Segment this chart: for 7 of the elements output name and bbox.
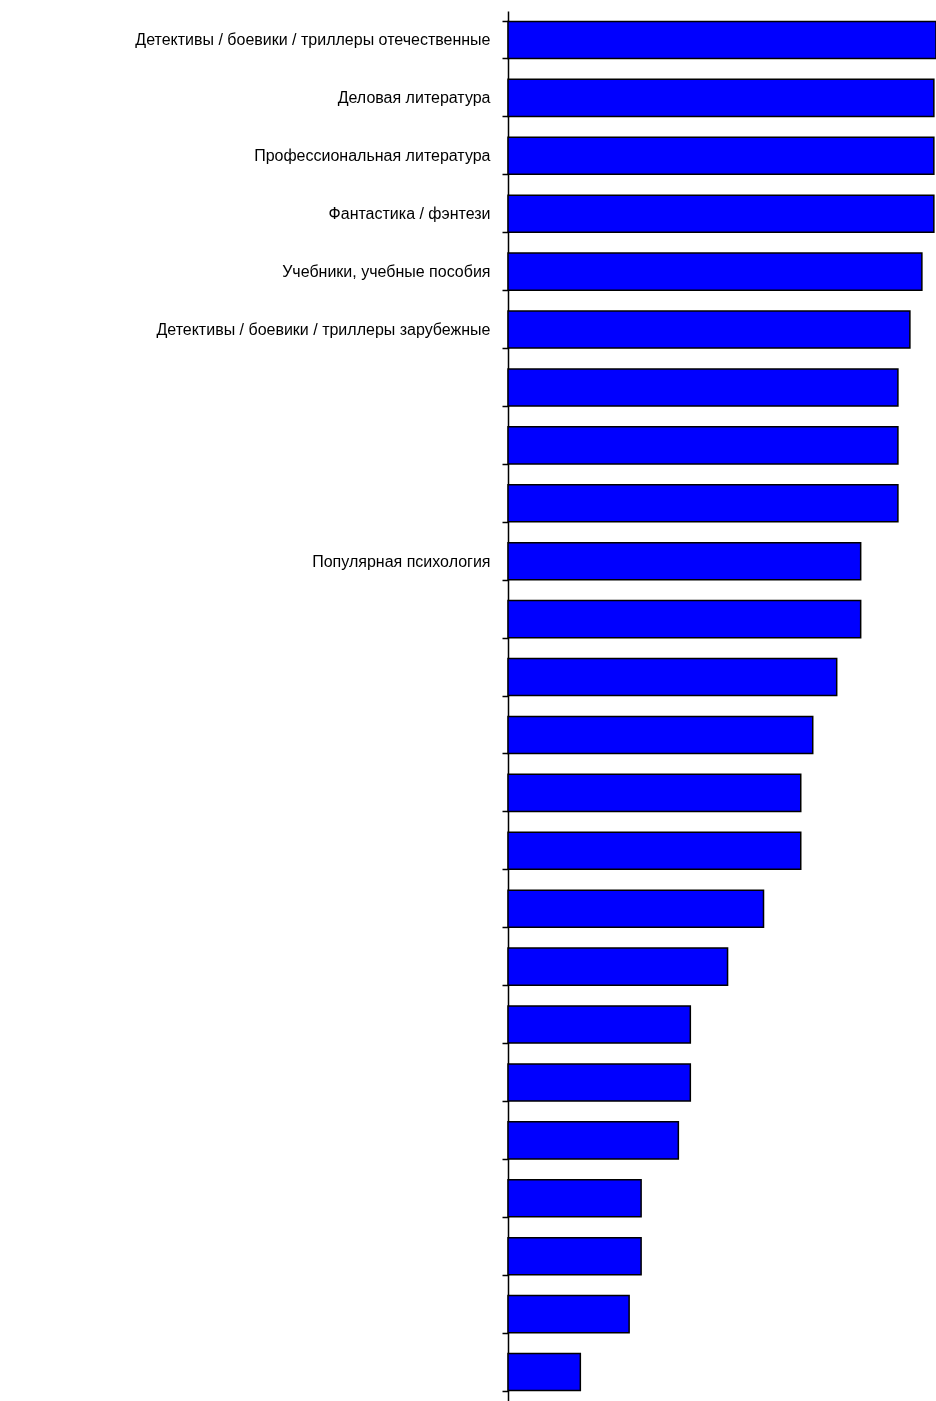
y-tick-label: Учебники, учебные пособия	[282, 263, 491, 281]
y-tick-label: Детективы / боевики / триллеры зарубежные	[156, 321, 491, 339]
y-tick-label: Деловая литература	[337, 89, 491, 107]
y-tick-label: Популярная психология	[312, 552, 491, 570]
y-tick-label: Фантастика / фэнтези	[328, 205, 491, 223]
y-tick-label: Детективы / боевики / триллеры отечественные	[135, 31, 491, 49]
y-tick-label: Профессиональная литература	[254, 147, 491, 165]
